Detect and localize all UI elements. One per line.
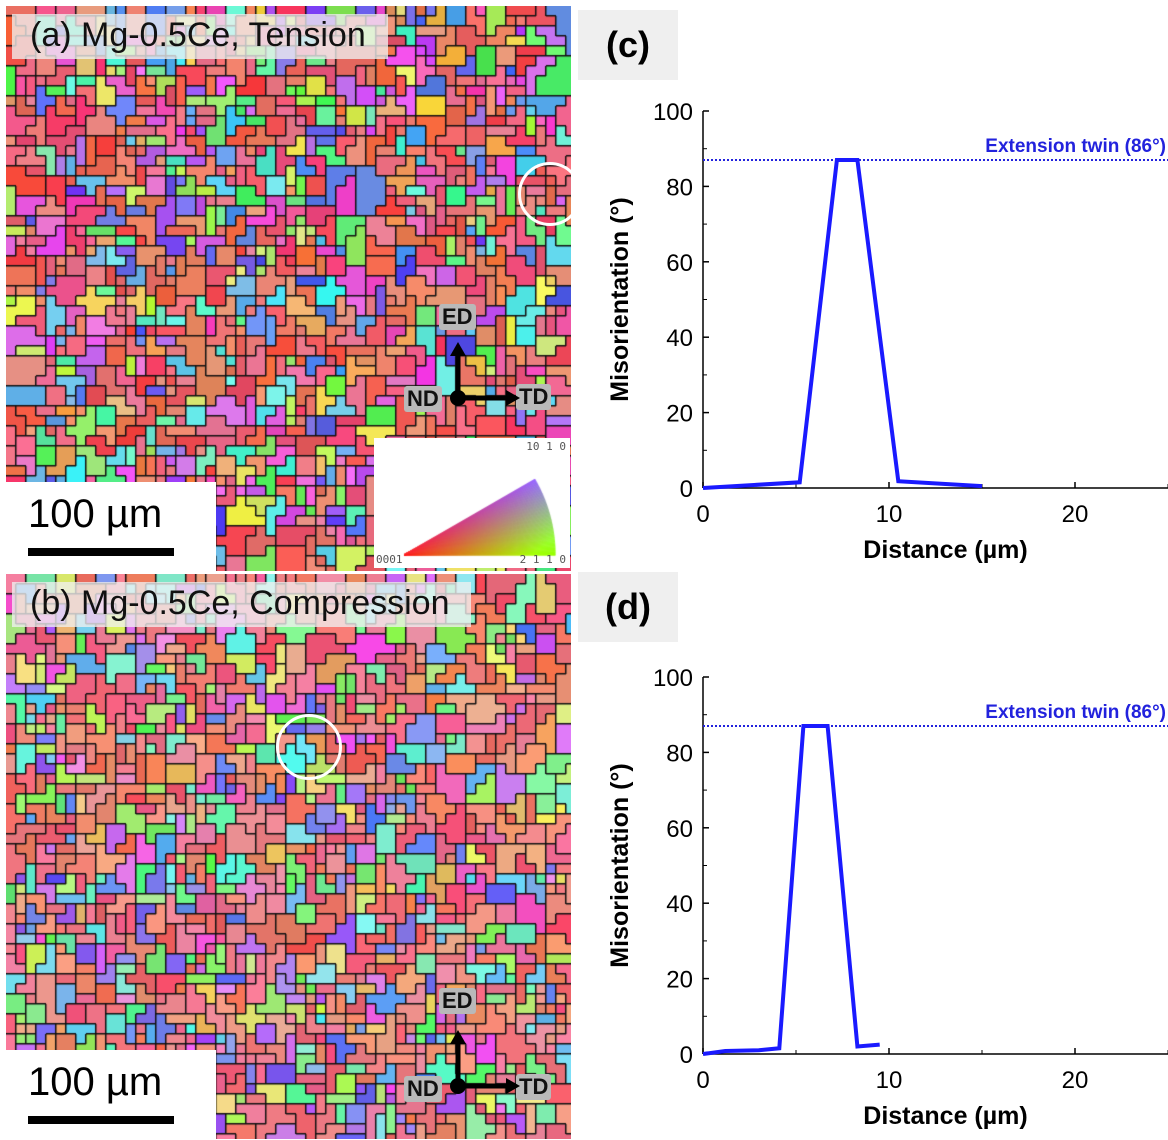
panel-label-d: (d) <box>578 572 678 642</box>
nd-label: ND <box>404 1076 442 1102</box>
chart-svg: 0 20 40 60 80 100 0 10 20 Distance (µm) Misorienta… <box>606 665 1168 1130</box>
td-label: TD <box>516 1074 552 1100</box>
y-tick-label: 60 <box>666 816 693 843</box>
y-tick-label: 20 <box>666 967 693 994</box>
misorientation-chart-c: 0 20 40 60 80 100 0 10 20 Distance (µm) Misorienta… <box>580 0 1168 564</box>
ipf-right-label: 2 1 1 0 <box>519 553 566 566</box>
ipf-top-label: 10 1 0 <box>526 440 566 453</box>
ipf-triangle-icon <box>374 438 570 568</box>
nd-label: ND <box>404 386 442 412</box>
ed-label: ED <box>439 304 476 330</box>
y-tick-label: 40 <box>666 325 693 352</box>
x-tick-label: 0 <box>696 501 709 528</box>
y-tick-label: 0 <box>680 1042 693 1069</box>
scale-bar: 100 µm <box>6 1050 216 1139</box>
y-tick-label: 80 <box>666 174 693 201</box>
y-tick-label: 20 <box>666 401 693 428</box>
scale-bar-label: 100 µm <box>28 492 163 536</box>
panel-label-c: (c) <box>578 10 678 80</box>
y-tick-label: 100 <box>653 99 693 126</box>
x-axis-label: Distance (µm) <box>863 536 1027 564</box>
reference-line-label: Extension twin (86°) <box>985 136 1166 157</box>
ebsd-map-compression: (b) Mg-0.5Ce, Compression ED ND TD 100 µ… <box>6 574 571 1139</box>
ipf-left-label: 0001 <box>376 553 403 566</box>
reference-line-label: Extension twin (86°) <box>985 702 1166 723</box>
map-title: (a) Mg-0.5Ce, Tension <box>12 14 388 59</box>
y-tick-label: 80 <box>666 740 693 767</box>
y-tick-label: 60 <box>666 250 693 277</box>
twin-highlight-circle <box>518 162 571 226</box>
x-tick-label: 10 <box>876 501 903 528</box>
x-tick-label: 0 <box>696 1067 709 1094</box>
scale-bar: 100 µm <box>6 482 216 571</box>
sample-axes-icon <box>450 342 520 406</box>
sample-axes-icon <box>450 1030 520 1094</box>
orientation-map-image <box>6 574 571 1139</box>
ipf-color-legend: 10 1 0 0001 2 1 1 0 <box>374 438 570 568</box>
misorientation-chart-d: 0 20 40 60 80 100 0 10 20 Distance (µm) Misorienta… <box>580 566 1168 1130</box>
chart-svg: 0 20 40 60 80 100 0 10 20 Distance (µm) Misorienta… <box>606 99 1168 564</box>
y-tick-label: 100 <box>653 665 693 692</box>
x-tick-label: 20 <box>1062 501 1089 528</box>
x-tick-label: 10 <box>876 1067 903 1094</box>
y-axis-label: Misorientation (°) <box>606 197 634 401</box>
ebsd-map-tension: (a) Mg-0.5Ce, Tension ED ND TD 10 1 0 00… <box>6 6 571 571</box>
td-label: TD <box>516 384 552 410</box>
twin-highlight-circle <box>276 714 342 780</box>
ed-label: ED <box>439 988 476 1014</box>
x-axis-label: Distance (µm) <box>863 1102 1027 1130</box>
scale-bar-line <box>28 1116 174 1124</box>
data-line <box>702 158 983 490</box>
scale-bar-line <box>28 548 174 556</box>
map-title: (b) Mg-0.5Ce, Compression <box>12 582 472 627</box>
y-tick-label: 40 <box>666 891 693 918</box>
y-axis-label: Misorientation (°) <box>606 763 634 967</box>
x-tick-label: 20 <box>1062 1067 1089 1094</box>
data-line <box>702 724 880 1056</box>
scale-bar-label: 100 µm <box>28 1060 163 1104</box>
y-tick-label: 0 <box>680 476 693 503</box>
